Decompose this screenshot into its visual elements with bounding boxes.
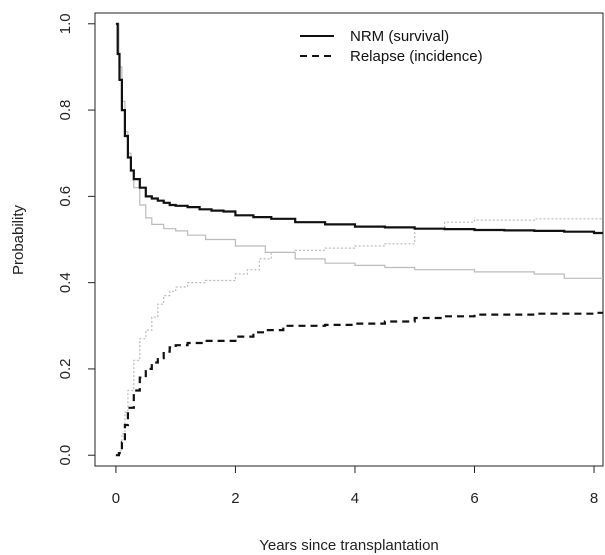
y-tick-label: 0.4 [57, 272, 74, 293]
x-tick-label: 8 [590, 490, 598, 507]
y-tick-label: 0.8 [57, 100, 74, 121]
plot-area-frame [94, 12, 604, 467]
y-tick-label: 0.6 [57, 186, 74, 207]
x-tick-label: 0 [112, 490, 120, 507]
series-line-3 [115, 218, 603, 456]
y-axis: 0.0 0.2 0.4 0.6 0.8 1.0 [57, 13, 95, 466]
series-line-1 [115, 311, 603, 457]
legend-label-relapse: Relapse (incidence) [350, 48, 483, 65]
series-layer [115, 22, 603, 457]
legend-label-nrm: NRM (survival) [350, 28, 449, 45]
y-tick-label: 0.2 [57, 358, 74, 379]
x-axis-label: Years since transplantation [259, 537, 439, 554]
y-axis-label: Probability [10, 204, 27, 275]
x-tick-label: 2 [231, 490, 239, 507]
x-axis: 0 2 4 6 8 [112, 466, 598, 507]
series-line-0 [115, 22, 603, 235]
legend: NRM (survival) Relapse (incidence) [300, 28, 483, 65]
x-tick-label: 4 [351, 490, 359, 507]
y-tick-label: 1.0 [57, 13, 74, 34]
x-tick-label: 6 [470, 490, 478, 507]
y-tick-label: 0.0 [57, 445, 74, 466]
